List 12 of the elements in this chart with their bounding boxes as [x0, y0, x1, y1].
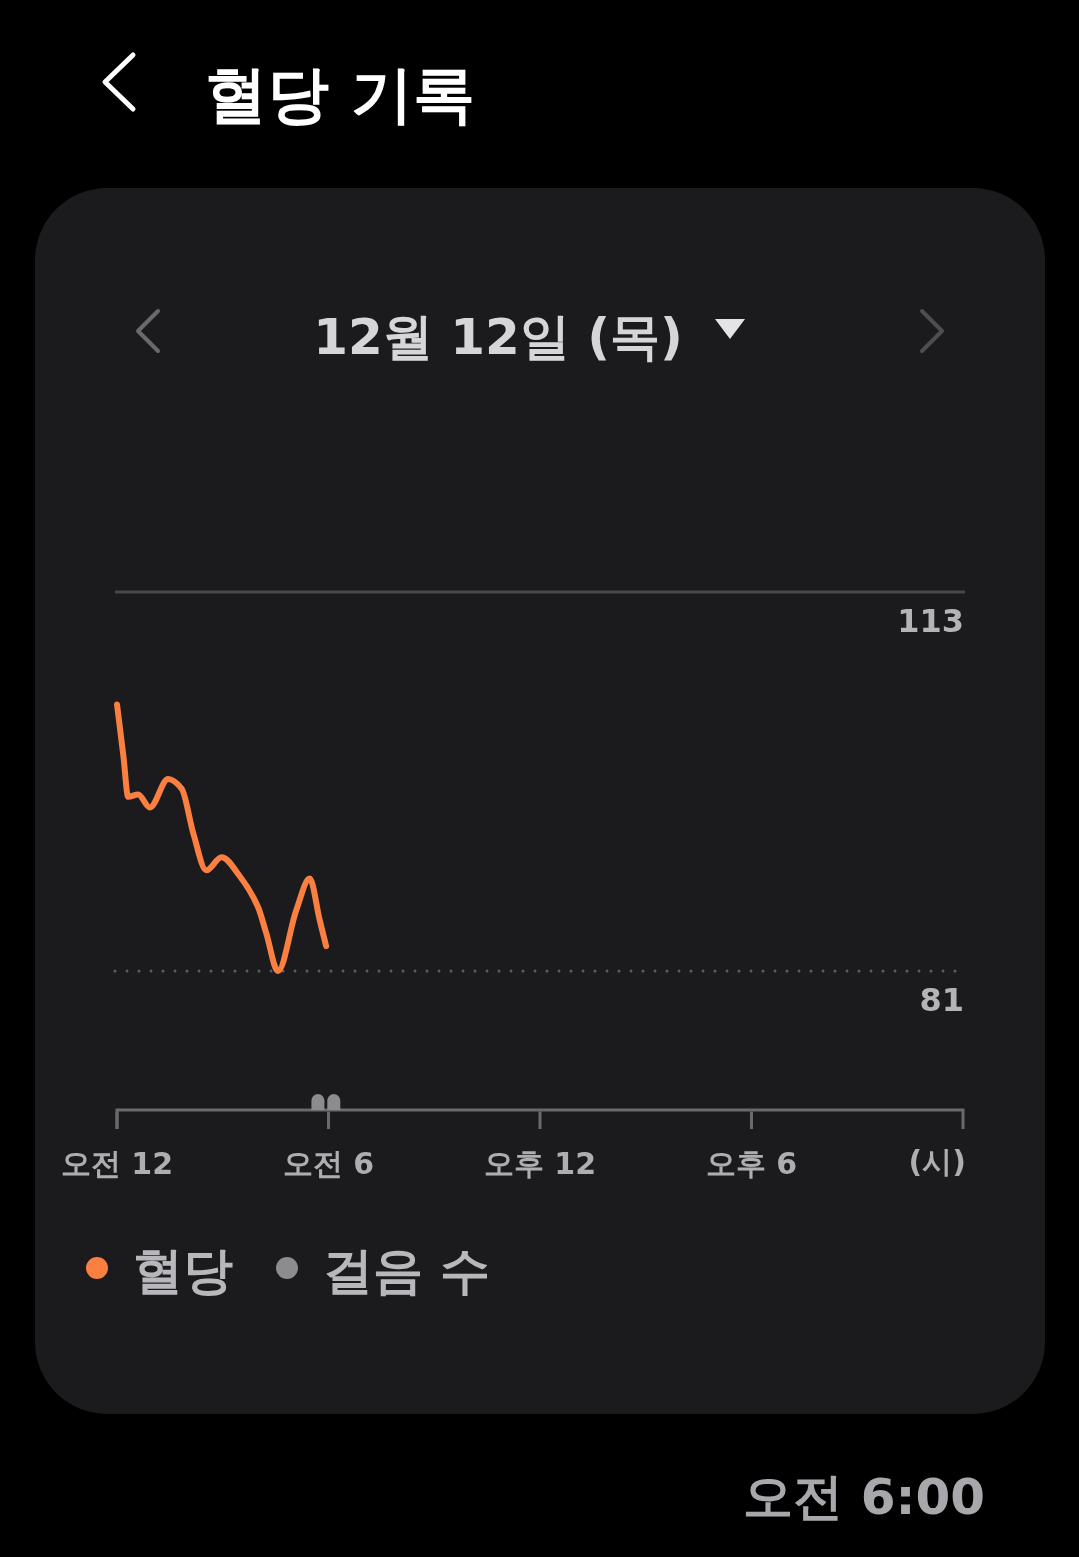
x-tick-label: 오전 6 — [282, 1146, 375, 1181]
legend-label: 혈당 — [133, 1242, 233, 1300]
y-tick-label: 113 — [897, 601, 964, 640]
legend-label: 걸음 수 — [323, 1242, 491, 1300]
x-tick-label: 오후 6 — [705, 1146, 798, 1181]
y-tick-label: 81 — [919, 980, 964, 1019]
x-tick-label: 오전 12 — [60, 1146, 174, 1181]
text: 오전 6:00 — [743, 1468, 985, 1526]
x-tick-label: 오후 12 — [483, 1146, 597, 1181]
chart-subtitle: 12월 12일 (목) — [313, 308, 683, 366]
chart-title: 혈당 기록 — [205, 58, 475, 131]
x-axis-title: (시) — [908, 1144, 966, 1179]
